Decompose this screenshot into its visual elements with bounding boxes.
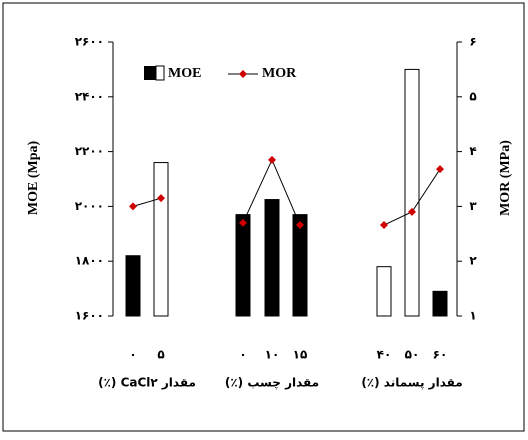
marker [268,155,276,164]
y2-tick-label: ۴ [469,144,476,158]
legend-marker [239,70,247,78]
y-tick-label: ۲۰۰۰ [75,199,104,213]
bar [125,255,141,317]
marker [408,207,416,216]
marker [436,165,444,174]
frame [2,2,525,432]
y-tick-label: ۲۲۰۰ [75,144,104,158]
x-tick-label: ۰ [239,348,246,362]
x-tick-label: ۶۰ [433,348,448,362]
x-tick-label: ۴۰ [377,348,392,362]
group-label: مقدار CaCl۲ (٪) [98,376,196,390]
y2-axis-title: MOR (MPa) [498,140,513,216]
marker [380,221,388,230]
y-tick-label: ۱۸۰۰ [75,254,104,268]
x-tick-label: ۵۰ [405,348,420,362]
y2-tick-label: ۳ [469,199,477,213]
y2-tick-label: ۱ [469,309,476,323]
bar [432,290,448,317]
legend-swatch [144,66,156,80]
marker [239,218,247,227]
legend-label: MOR [262,66,297,81]
legend-swatch [155,65,165,81]
group-label: مقدار چسب (٪) [225,376,319,390]
y2-tick-label: ۲ [469,254,477,268]
bar [376,266,392,317]
bar [404,68,420,317]
line [132,197,162,207]
y2-tick-label: ۶ [469,35,476,49]
bar [153,162,169,317]
y-tick-label: ۱۶۰۰ [75,309,104,323]
x-tick-label: ۰ [129,348,136,362]
y2-tick-label: ۵ [469,89,476,103]
x-tick-label: ۱۰ [265,348,280,362]
marker [296,221,304,230]
bar [292,214,308,317]
y-axis-title: MOE (Mpa) [26,141,41,216]
x-tick-label: ۱۵ [293,348,308,362]
bar [264,199,280,317]
legend-label: MOE [168,66,201,81]
y-tick-label: ۲۶۰۰ [75,35,104,49]
x-tick-label: ۵ [157,348,164,362]
marker [129,202,137,211]
marker [157,194,165,203]
y-tick-label: ۲۴۰۰ [75,89,104,103]
group-label: مقدار پسماند (٪) [361,376,462,390]
bar [235,214,251,317]
